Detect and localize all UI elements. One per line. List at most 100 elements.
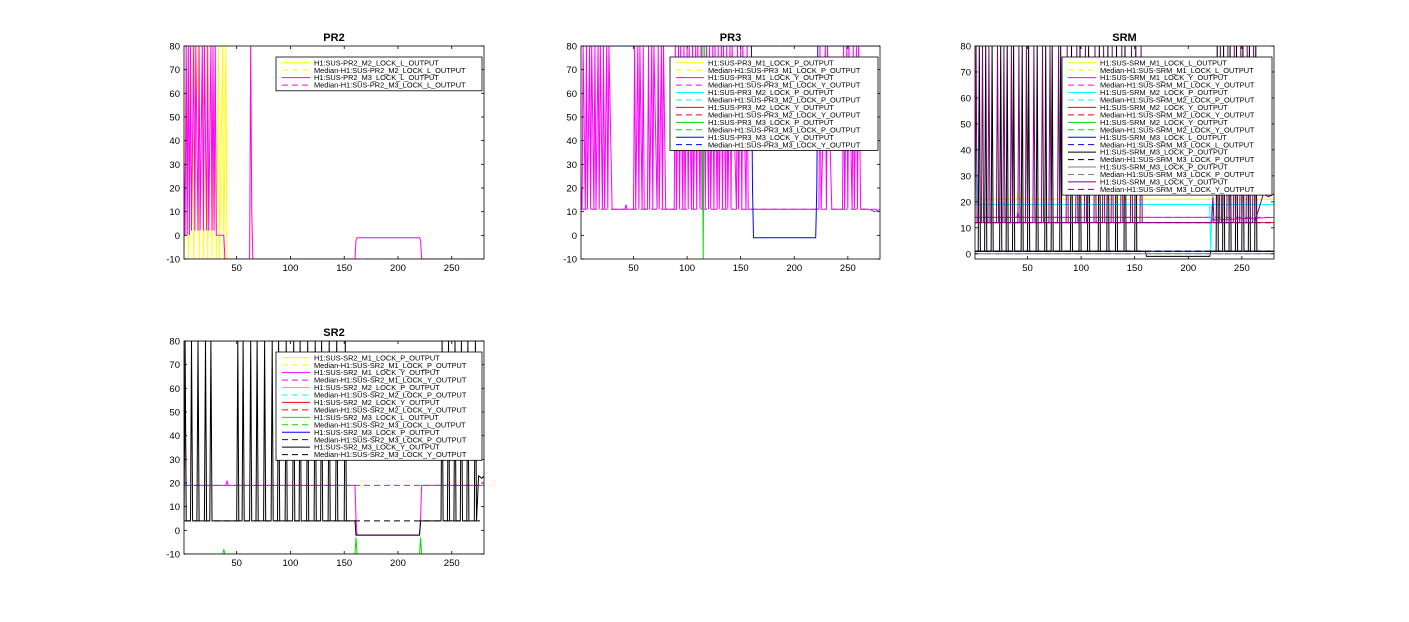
y-tick-label: 30 [566,160,577,171]
legend-entry: H1:SUS-SRM_M2_LOCK_Y_OUTPUT [1100,118,1228,127]
legend-entry: Median-H1:SUS-SRM_M1_LOCK_Y_OUTPUT [1100,81,1255,90]
legend-entry: Median-H1:SUS-SRM_M3_LOCK_Y_OUTPUT [1100,185,1255,194]
y-tick-label: 0 [966,249,971,260]
y-tick-label: 80 [169,42,180,53]
x-tick-label: 50 [231,263,242,274]
y-tick-label: 0 [175,526,180,537]
y-tick-label: 40 [566,136,577,147]
legend: H1:SUS-SRM_M1_LOCK_L_OUTPUTMedian-H1:SUS… [1061,56,1273,196]
legend-entry: H1:SUS-SRM_M1_LOCK_Y_OUTPUT [1100,73,1228,82]
y-tick-label: 80 [566,42,577,53]
legend-entry: Median-H1:SUS-PR2_M2_LOCK_L_OUTPUT [314,66,466,75]
chart-sr2: SR2 50 100 150 200 250 -10 0 10 20 30 40 50 60 70 80 H1:… [166,327,485,569]
x-tick-label: 100 [283,263,299,274]
y-tick-label: 20 [960,197,971,208]
legend-entry: Median-H1:SUS-PR3_M2_LOCK_P_OUTPUT [708,96,861,105]
y-tick-label: 20 [169,184,180,195]
legend-entry: Median-H1:SUS-PR3_M2_LOCK_Y_OUTPUT [708,110,861,119]
legend-box [669,56,879,151]
y-tick-label: 70 [566,65,577,76]
legend-entry: Median-H1:SUS-SRM_M1_LOCK_L_OUTPUT [1100,66,1254,75]
legend-entry: H1:SUS-PR3_M3_LOCK_P_OUTPUT [708,118,834,127]
y-tick-label: 60 [566,89,577,100]
x-tick-label: 200 [390,263,406,274]
x-tick-label: 200 [786,263,802,274]
legend-entry: H1:SUS-PR3_M3_LOCK_Y_OUTPUT [708,133,834,142]
series-line-2 [581,46,880,213]
y-tick-label: 70 [169,65,180,76]
legend-entry: Median-H1:SUS-PR3_M1_LOCK_Y_OUTPUT [708,81,861,90]
legend: H1:SUS-PR3_M1_LOCK_P_OUTPUT Median-H1:SUS… [669,56,879,151]
y-tick-label: 10 [566,207,577,218]
legend: H1:SUS-SR2_M1_LOCK_P_OUTPUTMedian-H1:SUS… [275,351,483,461]
x-tick-label: 150 [733,263,749,274]
x-tick-label: 150 [1127,263,1143,274]
legend-entry: H1:SUS-SR2_M2_LOCK_Y_OUTPUT [314,398,440,407]
y-tick-label: -10 [166,255,180,266]
legend: H1:SUS-PR2_M2_LOCK_L_OUTPUTMedian-H1:SUS… [275,56,483,92]
legend-entry: H1:SUS-SRM_M2_LOCK_P_OUTPUT [1100,88,1228,97]
legend-entry: Median-H1:SUS-SRM_M2_LOCK_Y_OUTPUT [1100,125,1255,134]
series-line-8 [184,537,484,554]
x-tick-label: 250 [840,263,856,274]
legend-entry: Median-H1:SUS-PR3_M3_LOCK_P_OUTPUT [708,125,861,134]
y-tick-label: 60 [169,89,180,100]
y-tick-label: 50 [960,119,971,130]
x-tick-label: 250 [444,558,460,569]
y-tick-label: 70 [960,67,971,78]
chart-pr3: PR3 50 100 150 200 250 -10 0 10 20 30 40 50 60 70 80 H1:… [563,32,881,274]
chart-title: PR2 [323,32,344,44]
legend-entry: H1:SUS-SR2_M1_LOCK_P_OUTPUT [314,353,440,362]
axes-box [183,45,485,260]
legend-entry: H1:SUS-SRM_M3_LOCK_P_OUTPUT [1100,148,1228,157]
legend-entry: Median-H1:SUS-PR2_M3_LOCK_L_OUTPUT [314,81,466,90]
y-tick-label: 0 [175,231,180,242]
chart-title: PR3 [720,32,741,44]
x-tick-label: 100 [283,558,299,569]
series-line-2 [184,46,484,259]
legend-entry: Median-H1:SUS-PR3_M3_LOCK_Y_OUTPUT [708,140,861,149]
x-tick-label: 250 [444,263,460,274]
chart-pr2: PR2 50 100 150 200 250 -10 0 10 20 30 40 50 60 70 80 H1:… [166,32,485,274]
y-tick-label: 60 [960,93,971,104]
y-tick-label: 30 [169,160,180,171]
y-tick-label: 30 [169,455,180,466]
legend-entry: Median-H1:SUS-SRM_M2_LOCK_P_OUTPUT [1100,96,1255,105]
x-tick-label: 100 [1073,263,1089,274]
y-tick-label: 60 [169,384,180,395]
legend-entry: Median-H1:SUS-SR2_M2_LOCK_P_OUTPUT [314,391,467,400]
series-group [184,46,484,259]
legend-entry: Median-H1:SUS-SRM_M3_LOCK_P_OUTPUT [1100,170,1255,179]
y-tick-label: 10 [960,223,971,234]
y-tick-label: -10 [166,550,180,561]
chart-srm: SRM 50 100 150 200 250 0 10 20 30 40 50 60 70 80 H1:SUS… [960,32,1275,274]
legend-entry: H1:SUS-SR2_M3_LOCK_Y_OUTPUT [314,443,440,452]
legend-entry: H1:SUS-SR2_M2_LOCK_P_OUTPUT [314,383,440,392]
y-tick-label: 30 [960,171,971,182]
legend-entry: Median-H1:SUS-SR2_M3_LOCK_P_OUTPUT [314,435,467,444]
legend-entry: Median-H1:SUS-SR2_M1_LOCK_P_OUTPUT [314,361,467,370]
y-tick-label: 20 [169,479,180,490]
legend-entry: H1:SUS-PR3_M2_LOCK_Y_OUTPUT [708,103,834,112]
legend-entry: H1:SUS-SRM_M1_LOCK_L_OUTPUT [1100,58,1227,67]
series-line-12 [184,341,484,536]
chart-title: SR2 [323,327,344,339]
legend-entry: Median-H1:SUS-SR2_M1_LOCK_Y_OUTPUT [314,376,467,385]
x-tick-label: 250 [1234,263,1250,274]
legend-box [1061,56,1273,196]
legend-entry: H1:SUS-SRM_M2_LOCK_Y_OUTPUT [1100,103,1228,112]
x-tick-label: 200 [390,558,406,569]
legend-entry: H1:SUS-PR3_M1_LOCK_Y_OUTPUT [708,73,834,82]
legend-entry: H1:SUS-SR2_M3_LOCK_L_OUTPUT [314,413,439,422]
y-tick-label: 40 [960,145,971,156]
legend-entry: Median-H1:SUS-SR2_M2_LOCK_Y_OUTPUT [314,405,467,414]
legend-entry: H1:SUS-SRM_M3_LOCK_L_OUTPUT [1100,133,1227,142]
legend-entry: H1:SUS-PR3_M1_LOCK_P_OUTPUT [708,58,834,67]
chart-title: SRM [1112,32,1136,44]
y-tick-label: 80 [960,42,971,53]
legend-entry: Median-H1:SUS-SRM_M2_LOCK_Y_OUTPUT [1100,110,1255,119]
legend-entry: Median-H1:SUS-SR2_M3_LOCK_Y_OUTPUT [314,450,467,459]
x-tick-label: 200 [1180,263,1196,274]
x-tick-label: 50 [628,263,639,274]
